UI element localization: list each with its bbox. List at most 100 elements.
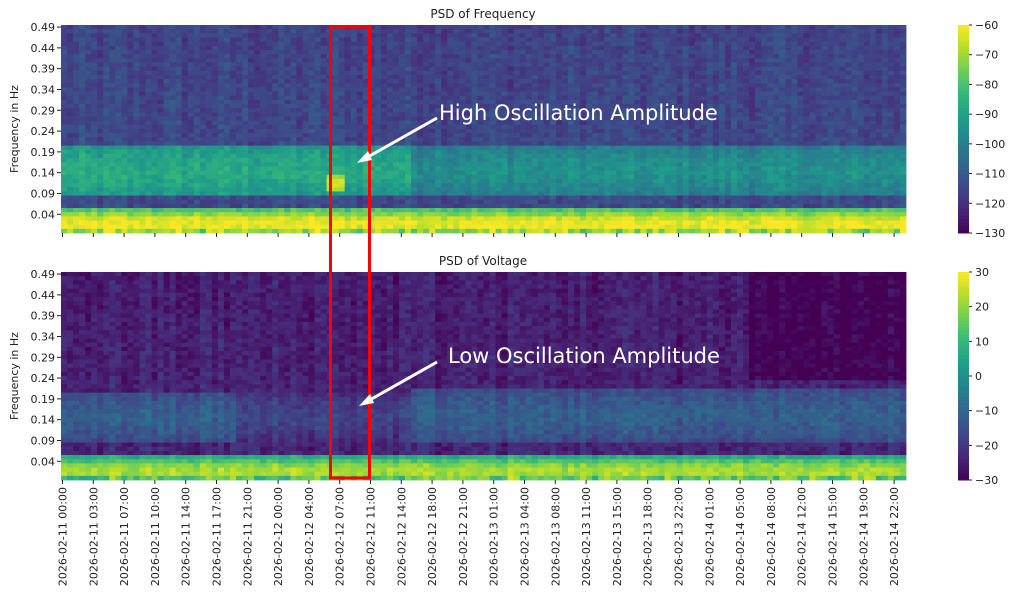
heatmap-cell: [85, 166, 92, 171]
heatmap-cell: [561, 95, 569, 101]
heatmap-cell: [308, 99, 315, 105]
heatmap-cell: [145, 99, 152, 105]
heatmap-cell: [477, 120, 484, 126]
heatmap-cell: [97, 108, 104, 113]
heatmap-cell: [386, 166, 394, 171]
heatmap-cell: [598, 58, 605, 63]
heatmap-cell: [115, 116, 122, 122]
heatmap-cell: [163, 99, 171, 105]
heatmap-cell: [169, 25, 177, 30]
heatmap-cell: [465, 54, 472, 59]
heatmap-cell: [127, 220, 134, 226]
heatmap-cell: [574, 137, 581, 142]
heatmap-cell: [350, 191, 358, 196]
heatmap-cell: [151, 108, 158, 113]
heatmap-cell: [507, 124, 515, 130]
heatmap-cell: [374, 162, 382, 167]
heatmap-cell: [622, 41, 629, 47]
heatmap-cell: [640, 45, 647, 51]
heatmap-cell: [230, 108, 237, 113]
heatmap-cell: [405, 170, 412, 176]
heatmap-cell: [568, 195, 575, 201]
heatmap-cell: [181, 99, 189, 105]
heatmap-cell: [175, 83, 183, 88]
heatmap-cell: [332, 116, 340, 122]
heatmap-cell: [248, 37, 255, 43]
heatmap-cell: [586, 91, 593, 97]
heatmap-cell: [61, 95, 68, 101]
heatmap-cell: [344, 29, 352, 34]
heatmap-cell: [405, 145, 412, 151]
heatmap-cell: [248, 83, 255, 88]
heatmap-cell: [320, 149, 327, 155]
heatmap-cell: [610, 137, 617, 142]
heatmap-cell: [145, 83, 152, 88]
heatmap-cell: [356, 224, 364, 230]
heatmap-cell: [489, 45, 496, 51]
heatmap-cell: [314, 170, 321, 176]
heatmap-cell: [121, 158, 128, 163]
heatmap-cell: [91, 170, 98, 176]
heatmap-cell: [447, 95, 454, 101]
heatmap-cell: [67, 41, 74, 47]
heatmap-cell: [79, 195, 86, 201]
heatmap-cell: [91, 153, 98, 159]
heatmap-cell: [103, 141, 110, 147]
heatmap-cell: [278, 29, 285, 34]
heatmap-cell: [121, 29, 128, 34]
heatmap-cell: [441, 129, 448, 134]
heatmap-cell: [217, 133, 225, 138]
heatmap-cell: [242, 203, 249, 209]
heatmap-cell: [85, 141, 92, 147]
heatmap-cell: [537, 37, 545, 43]
heatmap-cell: [284, 162, 291, 167]
heatmap-cell: [640, 183, 647, 188]
heatmap-cell: [242, 187, 249, 192]
heatmap-cell: [555, 141, 563, 147]
heatmap-cell: [169, 95, 177, 101]
heatmap-cell: [133, 191, 140, 196]
heatmap-cell: [429, 87, 436, 92]
heatmap-cell: [302, 203, 309, 209]
heatmap-cell: [405, 83, 412, 88]
heatmap-cell: [561, 129, 569, 134]
heatmap-cell: [435, 158, 442, 163]
heatmap-cell: [236, 33, 243, 38]
heatmap-cell: [368, 79, 376, 84]
heatmap-cell: [296, 79, 303, 84]
heatmap-cell: [423, 70, 430, 76]
heatmap-cell: [242, 99, 249, 105]
heatmap-cell: [169, 195, 177, 201]
heatmap-cell: [97, 87, 104, 92]
heatmap-cell: [392, 41, 400, 47]
heatmap-cell: [531, 62, 539, 67]
heatmap-cell: [193, 129, 201, 134]
heatmap-cell: [549, 25, 557, 30]
heatmap-cell: [543, 191, 551, 196]
heatmap-cell: [175, 191, 183, 196]
heatmap-cell: [610, 199, 617, 205]
heatmap-cell: [519, 104, 527, 109]
heatmap-cell: [622, 74, 629, 80]
heatmap-cell: [211, 99, 219, 105]
heatmap-cell: [549, 162, 557, 167]
heatmap-cell: [302, 220, 309, 226]
heatmap-cell: [254, 58, 261, 63]
heatmap-cell: [568, 153, 575, 159]
heatmap-cell: [145, 33, 152, 38]
heatmap-cell: [374, 158, 382, 163]
heatmap-cell: [109, 166, 116, 171]
heatmap-cell: [103, 91, 110, 97]
heatmap-cell: [79, 162, 86, 167]
heatmap-cell: [386, 220, 394, 226]
heatmap-cell: [646, 41, 653, 47]
heatmap-cell: [447, 141, 454, 147]
heatmap-cell: [495, 133, 503, 138]
heatmap-cell: [586, 149, 593, 155]
heatmap-cell: [549, 87, 557, 92]
heatmap-cell: [622, 133, 629, 138]
heatmap-cell: [290, 153, 297, 159]
heatmap-cell: [489, 195, 496, 201]
heatmap-cell: [115, 29, 122, 34]
heatmap-cell: [543, 79, 551, 84]
